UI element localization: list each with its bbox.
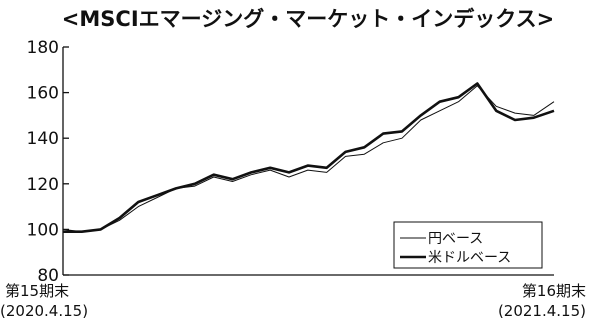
legend-box	[393, 221, 543, 269]
series-line-usd	[63, 82, 555, 233]
y-tick-group: 80 100 120 140 160 180	[27, 38, 69, 286]
y-tick-label-180: 180	[27, 38, 59, 58]
x-start-label-line2: (2020.4.15)	[0, 302, 88, 320]
series-group	[62, 82, 555, 233]
chart-title: <MSCIエマージング・マーケット・インデックス>	[62, 7, 554, 31]
x-start-label-line1: 第15期末	[5, 282, 69, 300]
legend-label-yen: 円ベース	[428, 231, 483, 247]
legend-label-usd: 米ドルベース	[428, 250, 511, 266]
y-tick-label-80: 80	[37, 266, 59, 286]
y-tick-label-160: 160	[27, 84, 59, 104]
y-tick-label-140: 140	[27, 129, 59, 149]
x-end-label-line2: (2021.4.15)	[498, 302, 586, 320]
legend: 円ベース 米ドルベース	[393, 221, 543, 269]
y-tick-label-100: 100	[27, 220, 59, 240]
series-line-yen	[62, 85, 555, 233]
x-end-label-line1: 第16期末	[522, 282, 586, 300]
y-tick-label-120: 120	[27, 175, 59, 195]
